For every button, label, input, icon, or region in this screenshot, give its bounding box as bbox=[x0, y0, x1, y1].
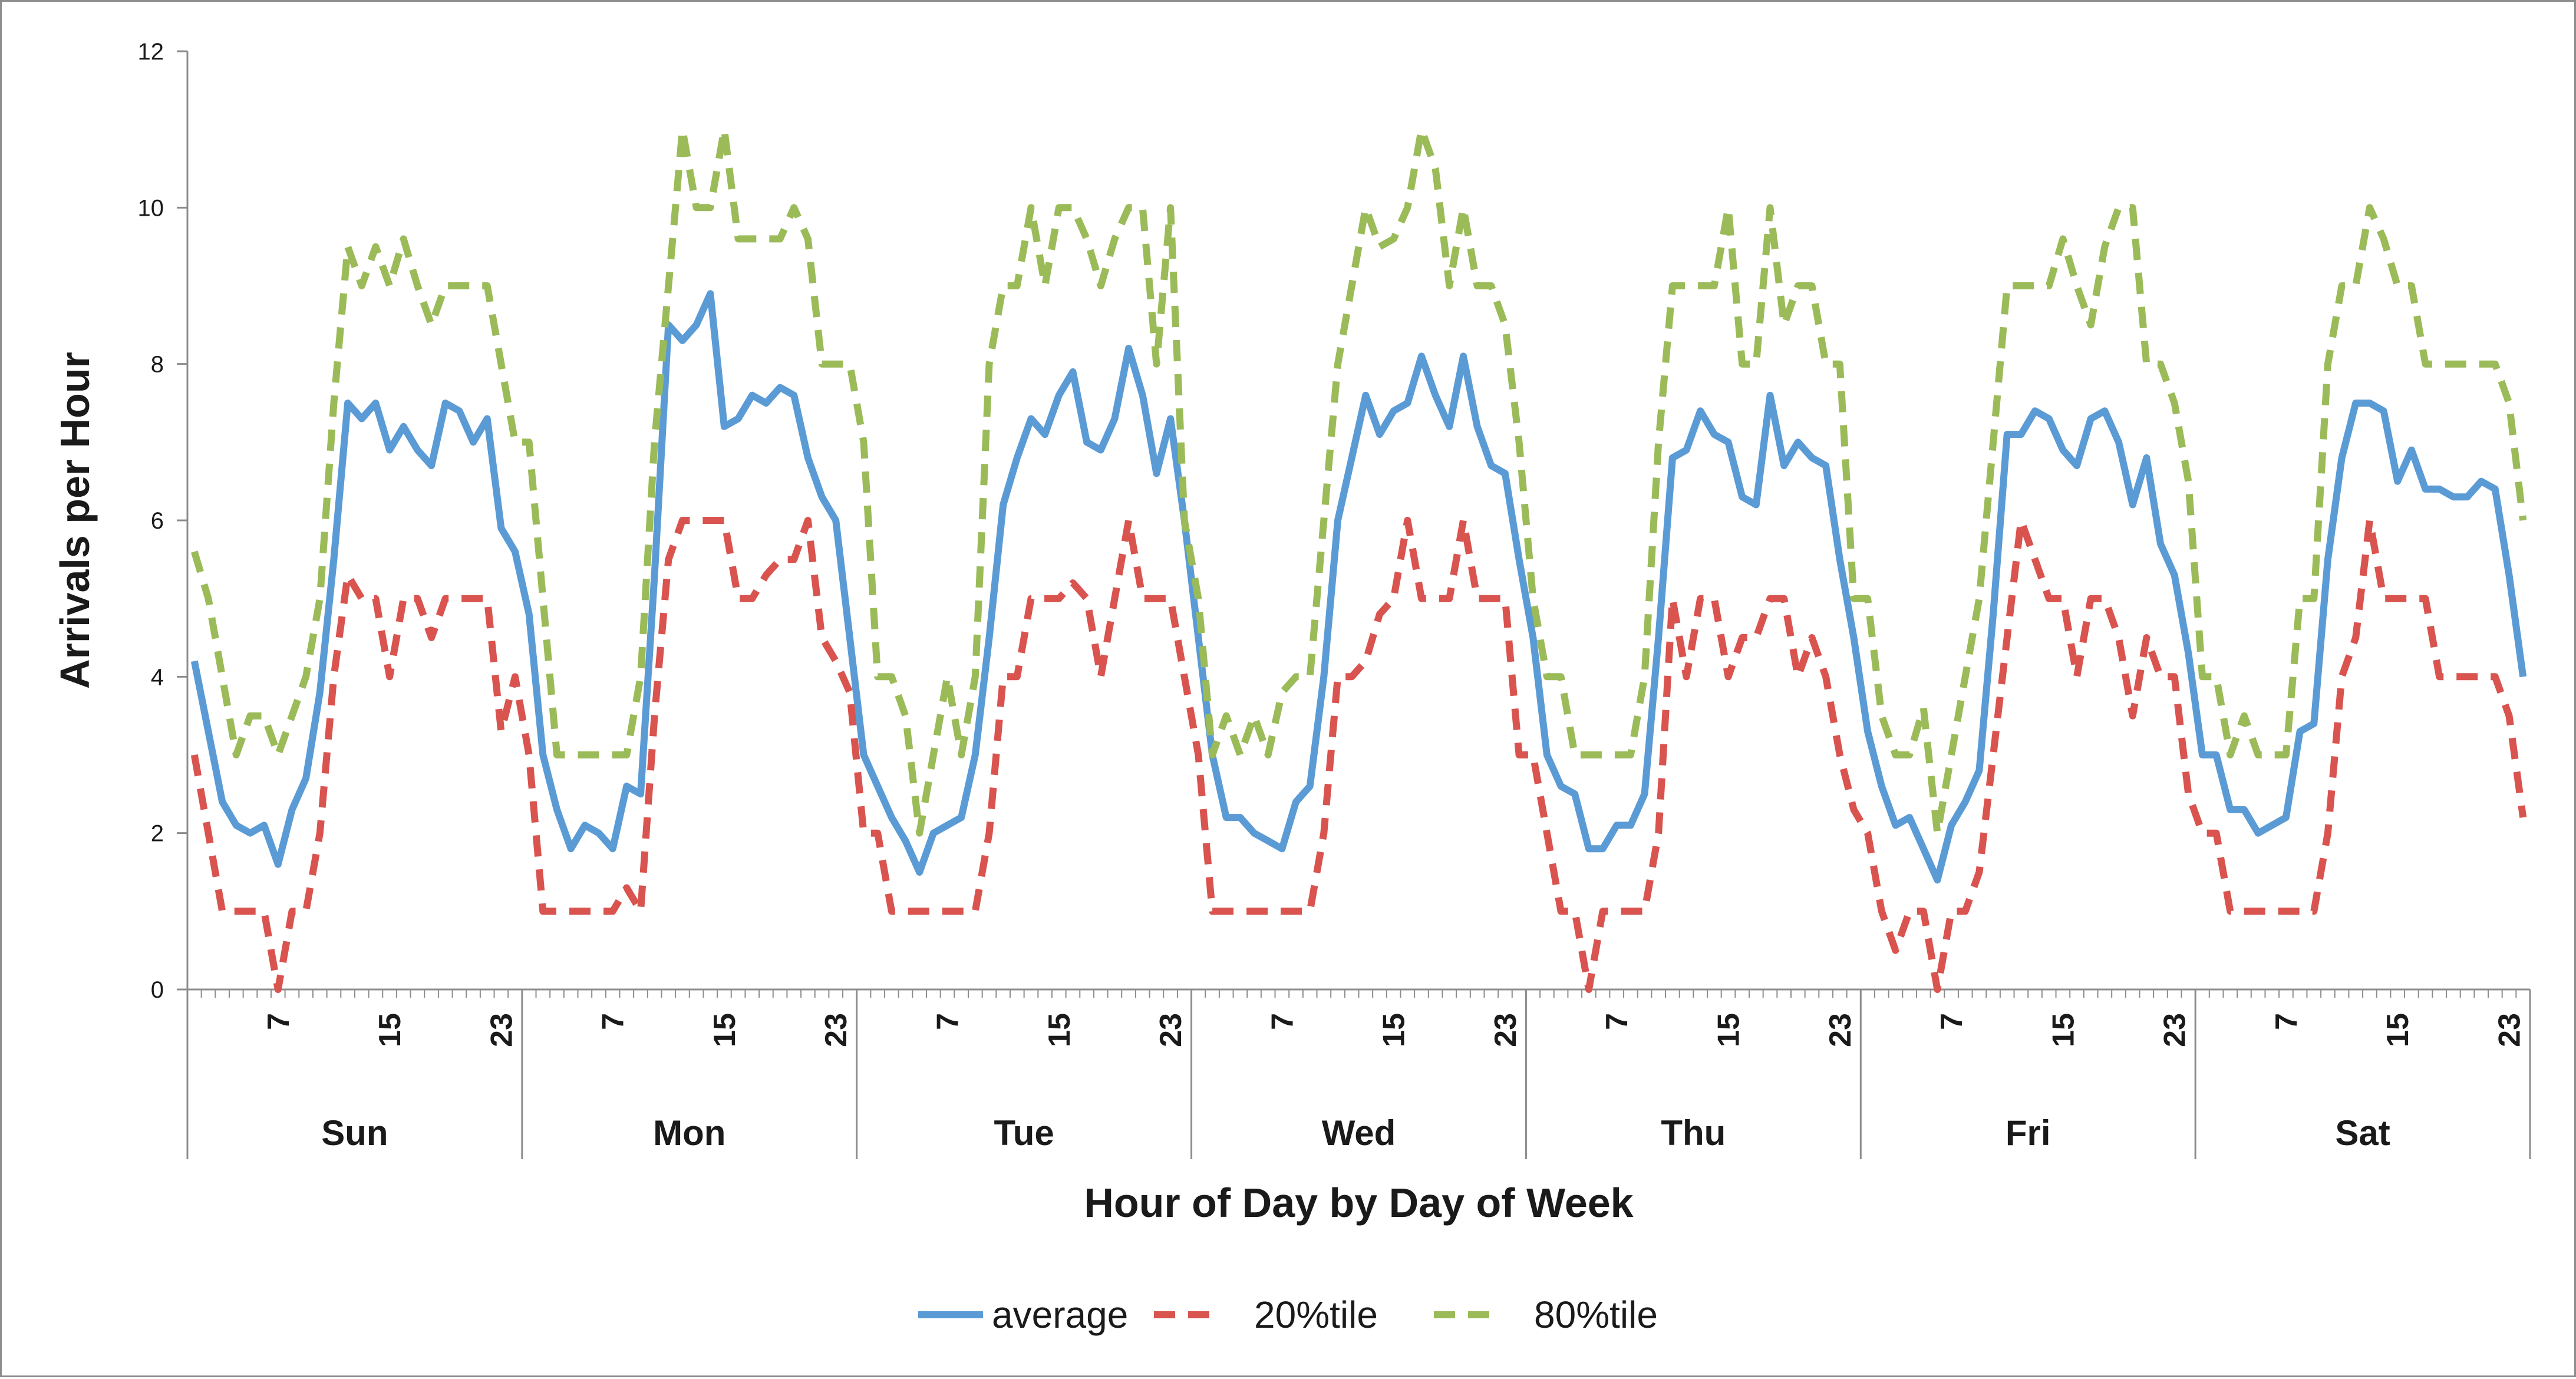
series-line-average bbox=[190, 290, 2527, 884]
x-hour-tick-label: 15 bbox=[1377, 1013, 1411, 1047]
x-hour-tick-label: 15 bbox=[708, 1013, 742, 1047]
day-label-mon: Mon bbox=[653, 1113, 725, 1153]
x-hour-tick-label: 7 bbox=[1935, 1013, 1969, 1030]
y-tick-label: 2 bbox=[151, 821, 164, 847]
x-hour-tick-label: 23 bbox=[484, 1013, 519, 1047]
x-hour-tick-label: 7 bbox=[1265, 1013, 1299, 1030]
x-hour-tick-label: 23 bbox=[1823, 1013, 1858, 1047]
day-label-thu: Thu bbox=[1661, 1113, 1726, 1153]
x-hour-tick-label: 7 bbox=[2270, 1013, 2304, 1030]
y-axis-title: Arrivals per Hour bbox=[52, 352, 98, 689]
day-label-wed: Wed bbox=[1322, 1113, 1396, 1153]
legend-label: 20%tile bbox=[1254, 1294, 1378, 1336]
axes-layer bbox=[177, 50, 2531, 1159]
series-line-20tile bbox=[190, 517, 2527, 993]
day-label-fri: Fri bbox=[2006, 1113, 2051, 1153]
x-hour-tick-label: 23 bbox=[2493, 1013, 2527, 1047]
x-hour-tick-label: 7 bbox=[262, 1013, 296, 1030]
x-hour-tick-label: 15 bbox=[1712, 1013, 1746, 1047]
x-hour-tick-label: 7 bbox=[596, 1013, 631, 1030]
y-tick-label: 12 bbox=[138, 39, 164, 65]
y-tick-label: 8 bbox=[151, 352, 164, 378]
y-tick-label: 10 bbox=[138, 195, 164, 221]
x-hour-tick-label: 15 bbox=[2381, 1013, 2415, 1047]
x-hour-tick-label: 7 bbox=[1600, 1013, 1634, 1030]
x-hour-tick-label: 23 bbox=[819, 1013, 853, 1047]
legend-label: 80%tile bbox=[1534, 1294, 1658, 1336]
day-label-sat: Sat bbox=[2335, 1113, 2390, 1153]
x-hour-tick-label: 23 bbox=[1154, 1013, 1188, 1047]
day-label-tue: Tue bbox=[994, 1113, 1054, 1153]
series-line-80tile bbox=[191, 126, 2527, 837]
series-layer bbox=[190, 126, 2527, 993]
y-tick-label: 4 bbox=[151, 664, 164, 690]
x-hour-tick-label: 7 bbox=[931, 1013, 965, 1030]
text-layer: Arrivals per Hour Hour of Day by Day of … bbox=[52, 39, 2527, 1226]
legend-label: average bbox=[992, 1294, 1128, 1336]
x-hour-tick-label: 15 bbox=[2046, 1013, 2080, 1047]
x-hour-tick-label: 23 bbox=[1489, 1013, 1523, 1047]
x-hour-tick-label: 15 bbox=[1043, 1013, 1077, 1047]
legend: average 20%tile 80%tile bbox=[918, 1294, 1658, 1336]
y-tick-label: 6 bbox=[151, 508, 164, 534]
day-label-sun: Sun bbox=[321, 1113, 388, 1153]
x-axis-title: Hour of Day by Day of Week bbox=[1084, 1180, 1633, 1226]
x-hour-tick-label: 23 bbox=[2158, 1013, 2192, 1047]
y-tick-label: 0 bbox=[151, 977, 164, 1003]
x-hour-tick-label: 15 bbox=[373, 1013, 407, 1047]
